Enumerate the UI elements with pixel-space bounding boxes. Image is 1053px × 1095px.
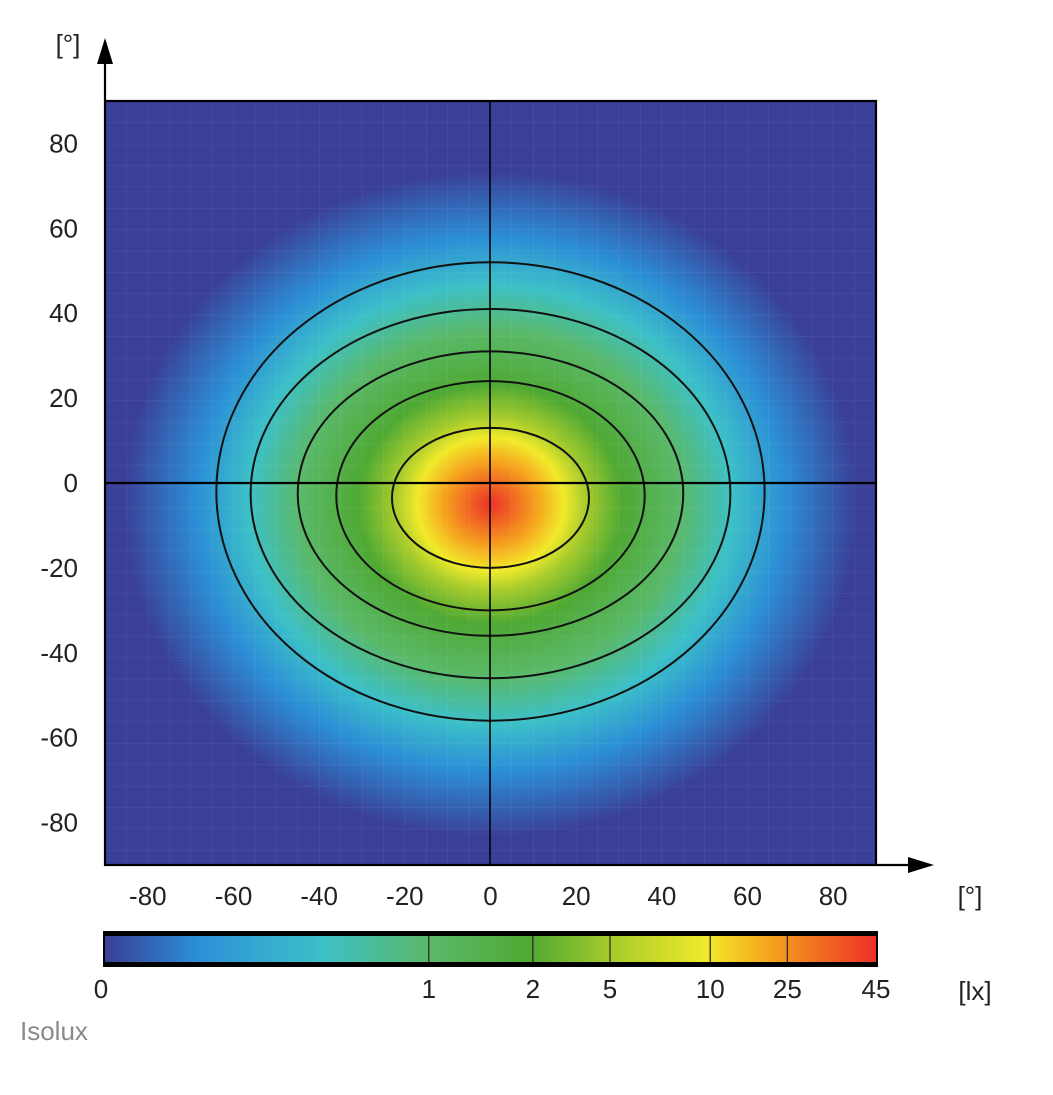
y-tick-label: 20 — [49, 383, 78, 413]
colorbar-fill — [105, 936, 876, 962]
colorbar-tick-marks — [428, 936, 788, 962]
x-axis-unit-label: [°] — [958, 881, 983, 911]
plot-area — [103, 99, 878, 867]
colorbar-unit-label: [lx] — [958, 976, 991, 1006]
x-tick-label: 80 — [819, 881, 848, 911]
colorbar-tick-label: 1 — [422, 974, 436, 1004]
y-tick-label: 80 — [49, 128, 78, 158]
colorbar-tick-label: 2 — [526, 974, 540, 1004]
x-tick-labels: -80 -60 -40 -20 0 20 40 60 80 — [129, 881, 848, 911]
y-tick-label: 0 — [64, 468, 78, 498]
colorbar-tick-label: 0 — [94, 974, 108, 1004]
colorbar-tick-label: 5 — [603, 974, 617, 1004]
plot-frame — [103, 99, 878, 867]
x-tick-label: 60 — [733, 881, 762, 911]
chart-caption: Isolux — [20, 1016, 88, 1046]
y-axis-unit-label: [°] — [56, 29, 81, 59]
x-tick-label: 40 — [647, 881, 676, 911]
x-tick-label: 0 — [483, 881, 497, 911]
colorbar-tick-label: 45 — [862, 974, 891, 1004]
x-tick-label: -60 — [215, 881, 253, 911]
axes — [97, 38, 934, 873]
x-tick-label: -40 — [300, 881, 338, 911]
y-axis-arrow-icon — [97, 38, 113, 64]
y-tick-label: 40 — [49, 298, 78, 328]
colorbar: 0 1 2 5 10 25 45 — [94, 931, 891, 1004]
colorbar-tick-label: 10 — [696, 974, 725, 1004]
x-axis-arrow-icon — [908, 857, 934, 873]
x-tick-label: 20 — [562, 881, 591, 911]
y-tick-labels: 80 60 40 20 0 -20 -40 -60 -80 — [40, 128, 78, 837]
x-tick-label: -20 — [386, 881, 424, 911]
colorbar-tick-label: 25 — [773, 974, 802, 1004]
y-tick-label: 60 — [49, 213, 78, 243]
y-tick-label: -60 — [40, 723, 78, 753]
y-tick-label: -40 — [40, 638, 78, 668]
y-tick-label: -20 — [40, 553, 78, 583]
y-tick-label: -80 — [40, 808, 78, 838]
x-tick-label: -80 — [129, 881, 167, 911]
colorbar-tick-labels: 0 1 2 5 10 25 45 — [94, 974, 891, 1004]
